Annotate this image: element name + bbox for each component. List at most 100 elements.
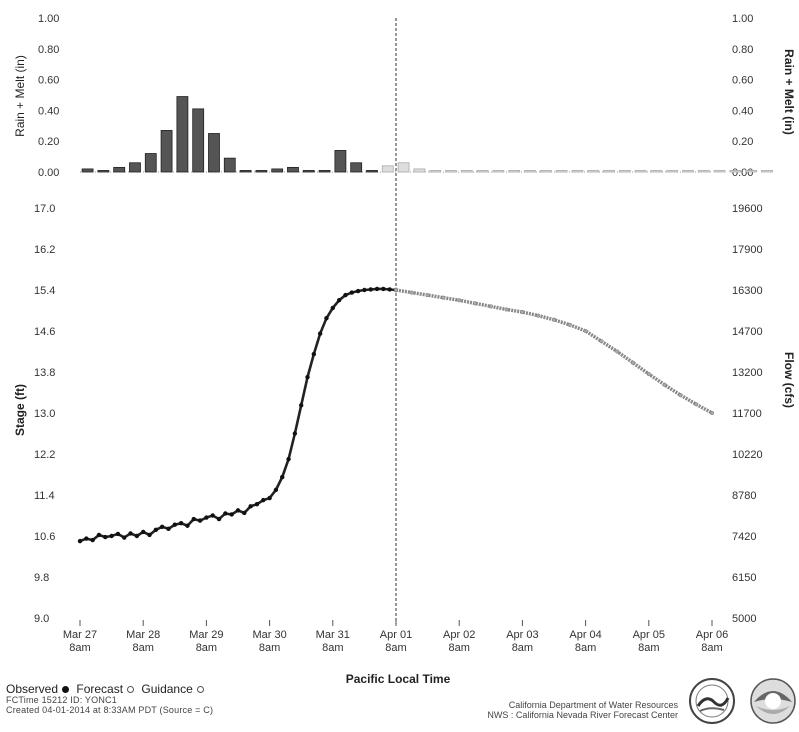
legend-guidance-label: Guidance (141, 682, 193, 696)
observed-point (84, 536, 89, 541)
x-tick-time-label: 8am (385, 642, 406, 654)
x-tick-date-label: Apr 06 (696, 629, 728, 641)
observed-point (248, 504, 253, 509)
forecast-precip-bar (571, 170, 584, 173)
forecast-precip-bar (634, 170, 647, 173)
x-tick-date-label: Apr 04 (569, 629, 601, 641)
x-tick-date-label: Apr 05 (633, 629, 665, 641)
forecast-point (694, 402, 699, 407)
forecast-precip-bar (381, 165, 394, 173)
x-tick-time-label: 8am (638, 642, 659, 654)
agency-nws: NWS : California Nevada River Forecast C… (487, 710, 678, 721)
forecast-stage-line (395, 288, 713, 415)
x-tick-time-label: 8am (69, 642, 90, 654)
forecast-point (488, 304, 493, 309)
observed-precip-bar (271, 168, 284, 173)
forecast-point (678, 393, 683, 398)
forecast-precip-bar (476, 170, 489, 173)
observed-point (191, 516, 196, 522)
forecast-precip-bar (729, 170, 742, 173)
flow-tick-label: 5000 (732, 613, 756, 625)
observed-precip-bar (366, 170, 378, 173)
x-tick-date-label: Apr 03 (506, 629, 538, 641)
observed-point (153, 527, 159, 533)
rain-melt-left-axis-label: Rain + Melt (in) (13, 55, 27, 137)
forecast-point (662, 382, 667, 387)
observed-point (317, 331, 323, 336)
forecast-precip-bar (524, 170, 536, 173)
series-legend: Observed Forecast Guidance (6, 682, 213, 696)
forecast-point (457, 298, 462, 303)
observed-point (324, 315, 329, 321)
observed-precip-bar (334, 150, 347, 173)
observed-point (197, 518, 203, 523)
observed-point (109, 533, 114, 539)
observed-point (280, 474, 285, 480)
observed-point (299, 403, 304, 408)
rain-melt-right-axis-label: Rain + Melt (in) (782, 49, 796, 135)
observed-precip-bar (223, 157, 236, 173)
stage-tick-label: 9.8 (34, 572, 49, 584)
observed-point (267, 495, 272, 501)
observed-precip-bar (144, 153, 157, 173)
forecast-point (472, 301, 478, 306)
observed-point (374, 286, 380, 292)
x-tick-time-label: 8am (575, 642, 596, 654)
x-tick-date-label: Mar 27 (63, 629, 97, 641)
observed-point (122, 535, 127, 540)
observed-precip-bar (81, 168, 94, 173)
observed-point (286, 456, 291, 462)
forecast-precip-bar (555, 170, 568, 173)
forecast-precip-bar (603, 170, 615, 173)
stage-tick-label: 14.6 (34, 326, 55, 338)
agency-credits: California Department of Water Resources… (390, 700, 678, 721)
flow-axis-label: Flow (cfs) (782, 352, 796, 408)
observed-point (330, 305, 335, 311)
forecast-precip-bar (650, 170, 663, 173)
forecast-precip-bar (666, 170, 679, 173)
observed-point (343, 292, 348, 298)
observed-point (204, 515, 209, 520)
observed-point (216, 516, 222, 522)
observed-point (273, 487, 279, 493)
rain-right-tick-label: 0.20 (732, 136, 753, 148)
observed-point (172, 522, 177, 527)
legend-observed-label: Observed (6, 682, 59, 696)
x-tick-time-label: 8am (196, 642, 217, 654)
observed-precip-bar (287, 166, 299, 173)
observed-stage-line (79, 287, 397, 543)
flow-tick-label: 17900 (732, 244, 763, 256)
forecast-precip-bar (682, 170, 694, 173)
x-tick-date-label: Apr 01 (380, 629, 412, 641)
flow-tick-label: 8780 (732, 490, 756, 502)
forecast-point (425, 293, 430, 298)
observed-point (355, 288, 361, 294)
observed-point (115, 531, 121, 537)
forecast-point (709, 410, 715, 416)
observed-point (159, 524, 165, 529)
observed-point (368, 287, 373, 292)
stage-tick-label: 17.0 (34, 203, 55, 215)
observed-point (292, 431, 298, 436)
stage-tick-label: 11.4 (34, 490, 55, 502)
noaa-seal-icon (750, 678, 796, 724)
observed-point (362, 287, 367, 293)
fctime-text: FCTime 15212 ID: YONC1 (6, 695, 117, 706)
x-tick-time-label: 8am (701, 642, 722, 654)
x-tick-date-label: Apr 02 (443, 629, 475, 641)
observed-point (96, 532, 102, 538)
forecast-point (646, 372, 651, 377)
forecast-precip-bar (745, 170, 758, 173)
forecast-precip-bar (413, 168, 426, 173)
rain-right-tick-label: 0.60 (732, 75, 753, 87)
rain-melt-panel: 1.00 1.00 0.80 0.80 0.60 0.60 0.40 0.40 0.20 0.20… (38, 13, 773, 179)
observed-precip-bar (239, 170, 252, 173)
observed-precip-bar (113, 166, 126, 173)
forecast-precip-bar (713, 170, 726, 173)
x-tick-date-label: Mar 31 (316, 629, 350, 641)
x-tick-date-label: Mar 29 (189, 629, 223, 641)
observed-point (381, 286, 386, 292)
observed-point (387, 287, 392, 292)
observed-precip-bar (97, 170, 110, 173)
observed-point (141, 529, 146, 535)
